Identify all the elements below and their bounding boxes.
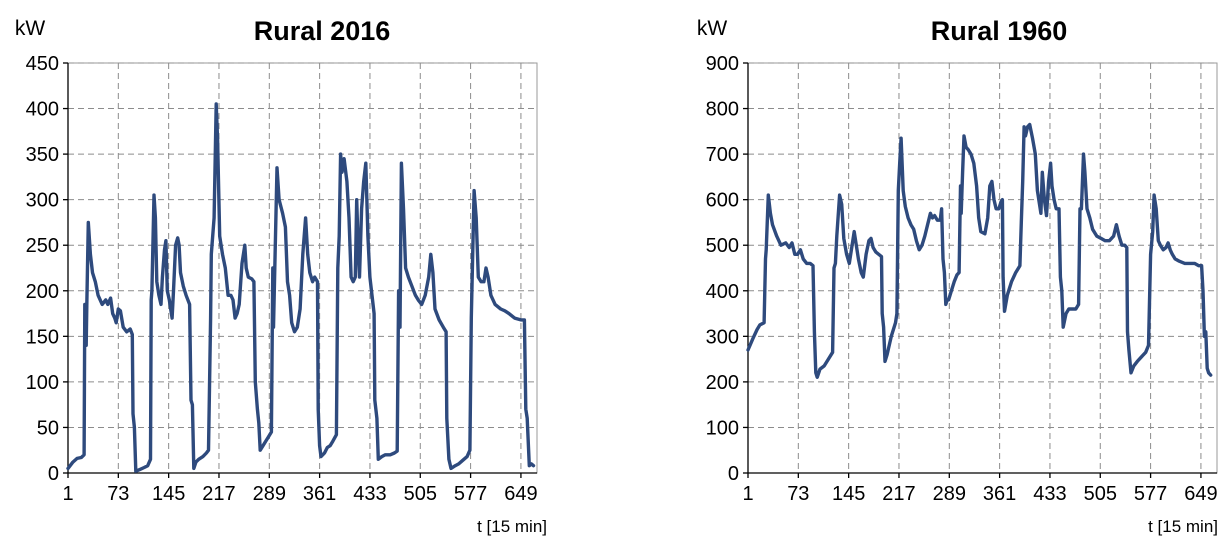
x-axis-label: t [15 min] [1148,517,1218,536]
x-tick-label: 577 [454,483,487,505]
y-tick-label: 200 [26,281,59,303]
y-tick-label: 300 [706,326,739,348]
plot-area [747,62,1218,474]
y-tick-label: 0 [728,463,739,485]
x-tick-label: 289 [933,483,966,505]
y-tick-label: 50 [37,417,59,439]
y-tick-label: 100 [706,417,739,439]
x-tick-label: 73 [787,483,809,505]
y-tick-label: 250 [26,235,59,257]
x-tick-label: 217 [882,483,915,505]
y-tick-label: 900 [706,53,739,75]
x-tick-label: 361 [983,483,1016,505]
chart-rural-2016: Rural 2016 kW t [15 min] 0 50 100 150 200 250… [15,16,547,536]
x-tick-label: 145 [152,483,185,505]
x-tick-label: 217 [202,483,235,505]
x-tick-label: 433 [353,483,386,505]
y-tick-label: 800 [706,99,739,121]
y-tick-label: 600 [706,190,739,212]
chart-rural-1960: Rural 1960 kW t [15 min] 0 100 200 300 400 50… [697,16,1218,536]
x-tick-label: 649 [504,483,537,505]
y-tick-label: 100 [26,372,59,394]
chart-panel-rural-1960: Rural 1960 kW t [15 min] 0 100 200 300 400 50… [612,0,1224,539]
y-axis-unit: kW [15,17,46,40]
x-tick-label: 505 [404,483,437,505]
y-tick-label: 450 [26,53,59,75]
y-tick-label: 400 [26,99,59,121]
x-tick-label: 1 [62,483,73,505]
y-tick-label: 200 [706,372,739,394]
x-tick-label: 361 [303,483,336,505]
y-tick-label: 300 [26,190,59,212]
y-tick-label: 500 [706,235,739,257]
series-line [66,102,536,473]
chart-panel-rural-2016: Rural 2016 kW t [15 min] 0 50 100 150 200 250… [15,16,547,536]
y-tick-label: 150 [26,326,59,348]
x-tick-label: 649 [1184,483,1217,505]
chart-title: Rural 1960 [931,16,1068,46]
y-tick-label: 350 [26,144,59,166]
y-tick-label: 700 [706,144,739,166]
x-tick-label: 73 [107,483,129,505]
x-tick-label: 289 [253,483,286,505]
chart-title: Rural 2016 [254,16,391,46]
x-tick-label: 577 [1134,483,1167,505]
x-tick-label: 145 [832,483,865,505]
series-line [746,122,1213,379]
y-tick-label: 0 [48,463,59,485]
y-tick-label: 400 [706,281,739,303]
x-tick-label: 505 [1084,483,1117,505]
y-axis-unit: kW [697,17,728,40]
x-tick-label: 1 [742,483,753,505]
x-tick-label: 433 [1033,483,1066,505]
x-axis-label: t [15 min] [477,517,547,536]
